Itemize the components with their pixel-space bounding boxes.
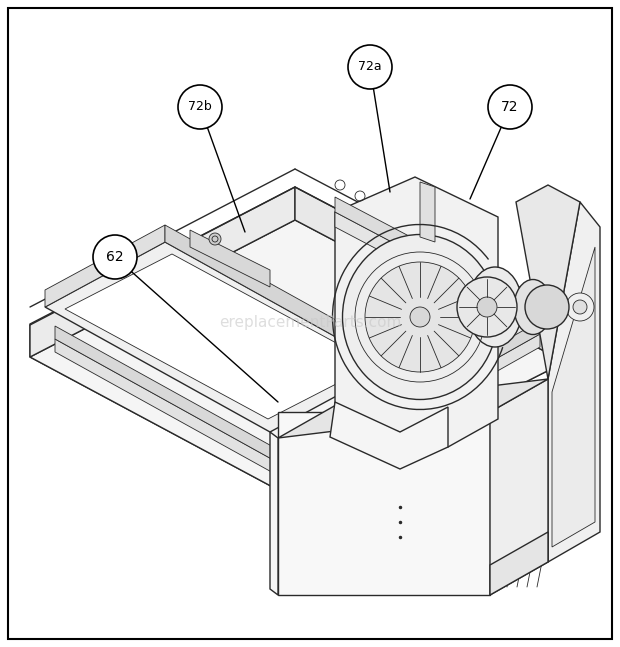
- Ellipse shape: [342, 234, 497, 399]
- Polygon shape: [45, 242, 390, 432]
- Circle shape: [209, 233, 221, 245]
- Circle shape: [457, 277, 517, 337]
- Circle shape: [93, 235, 137, 279]
- Polygon shape: [190, 230, 270, 287]
- Polygon shape: [270, 432, 278, 595]
- Polygon shape: [30, 187, 295, 357]
- Polygon shape: [552, 247, 595, 547]
- Polygon shape: [295, 321, 540, 472]
- Circle shape: [348, 45, 392, 89]
- Polygon shape: [330, 402, 448, 469]
- Circle shape: [573, 300, 587, 314]
- Polygon shape: [30, 325, 565, 499]
- Polygon shape: [335, 197, 515, 307]
- Polygon shape: [490, 532, 548, 595]
- Polygon shape: [548, 202, 600, 562]
- Circle shape: [410, 307, 430, 327]
- Text: 72b: 72b: [188, 100, 212, 113]
- Circle shape: [566, 293, 594, 321]
- Circle shape: [488, 85, 532, 129]
- Text: 62: 62: [106, 250, 124, 264]
- Text: ereplacementParts.com: ereplacementParts.com: [219, 314, 401, 329]
- Polygon shape: [165, 225, 390, 367]
- Polygon shape: [335, 177, 498, 447]
- Polygon shape: [278, 379, 548, 438]
- Circle shape: [365, 262, 475, 372]
- Polygon shape: [295, 334, 540, 485]
- Polygon shape: [278, 412, 490, 595]
- Polygon shape: [516, 185, 580, 379]
- Text: 72: 72: [501, 100, 519, 114]
- Circle shape: [178, 85, 222, 129]
- Polygon shape: [55, 339, 295, 485]
- Polygon shape: [65, 254, 375, 419]
- Circle shape: [477, 297, 497, 317]
- Polygon shape: [45, 225, 165, 307]
- Ellipse shape: [467, 267, 523, 347]
- Ellipse shape: [514, 280, 552, 334]
- Polygon shape: [30, 220, 565, 499]
- Polygon shape: [490, 379, 548, 595]
- Polygon shape: [55, 326, 295, 472]
- Polygon shape: [295, 187, 565, 362]
- Text: 72a: 72a: [358, 61, 382, 74]
- Polygon shape: [335, 212, 515, 322]
- Circle shape: [525, 285, 569, 329]
- Polygon shape: [420, 182, 435, 242]
